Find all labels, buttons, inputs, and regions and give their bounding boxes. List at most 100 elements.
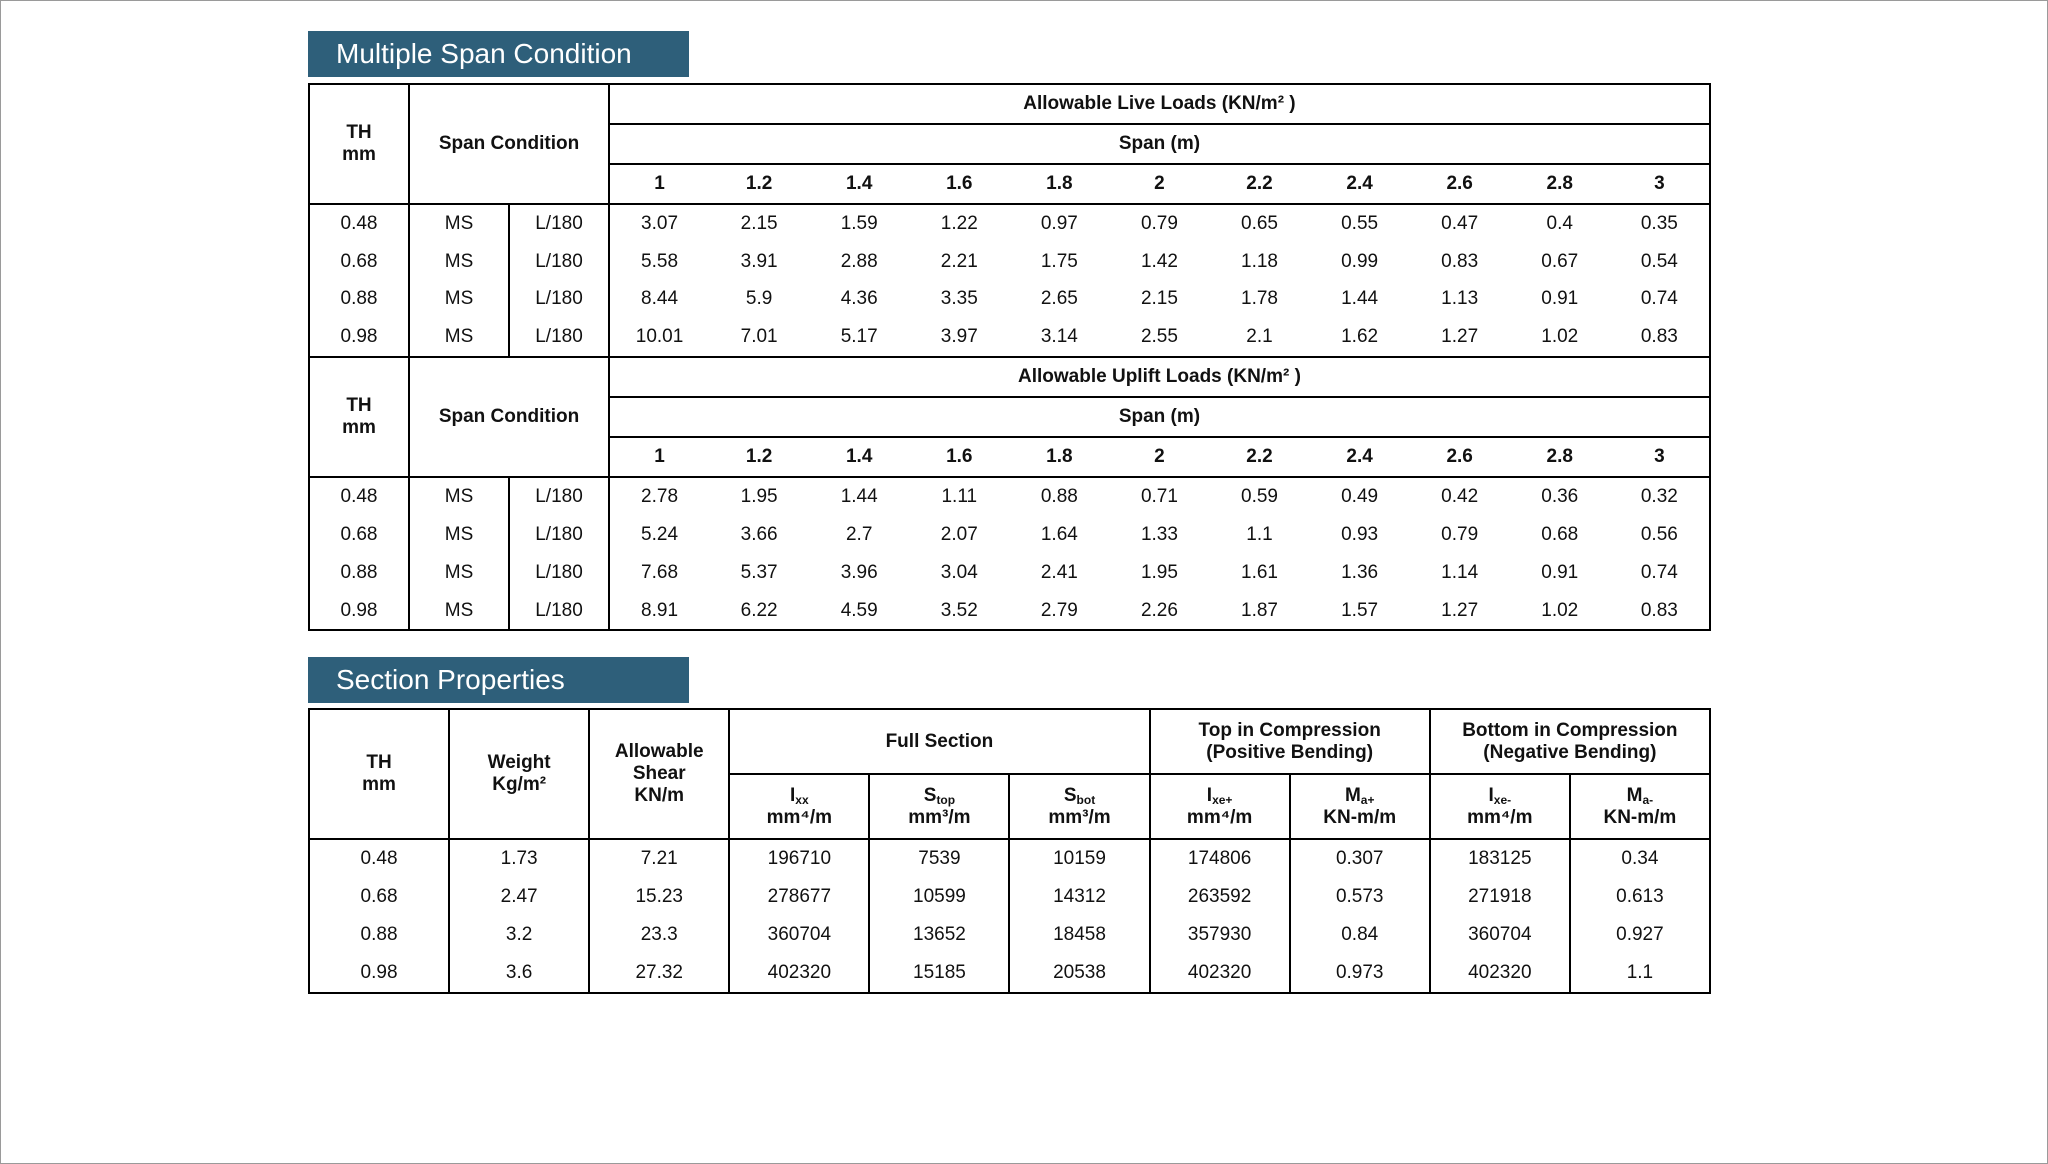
header-row: 1 1.2 1.4 1.6 1.8 2 2.2 2.4 2.6 2.8 3 (309, 436, 1710, 478)
span-cell: 2.6 (1409, 162, 1510, 205)
data-cell: 15185 (869, 953, 1011, 993)
data-cell: L/180 (509, 318, 610, 358)
section-title: Multiple Span Condition (308, 31, 689, 77)
data-row: 0.68 MS L/180 5.24 3.66 2.7 2.07 1.64 1.33 1.1 0.9… (309, 515, 1710, 554)
data-cell: 1.36 (1341, 561, 1379, 583)
data-cell: 1.27 (1441, 599, 1479, 621)
unit: mm³/m (1048, 806, 1111, 828)
span-cell: 1.6 (909, 436, 1010, 478)
data-cell: 0.55 (1341, 212, 1379, 234)
symbol: I (1206, 784, 1213, 806)
data-cell: 1.42 (1140, 250, 1178, 272)
data-cell: 5.24 (641, 523, 679, 545)
data-cell: 0.35 (1640, 212, 1678, 234)
data-cell: 0.68 (309, 515, 410, 554)
data-row: 0.48 1.73 7.21 196710 7539 10159 174806 0.307 18… (309, 839, 1711, 878)
data-cell: 1.14 (1441, 561, 1479, 583)
data-row: 0.68 2.47 15.23 278677 10599 14312 263592 0.573… (309, 877, 1711, 916)
span-cell: 1 (609, 436, 710, 478)
header-cell: TH mm (307, 708, 451, 840)
data-cell: 2.07 (940, 523, 978, 545)
span-cell: 2.8 (1509, 436, 1610, 478)
data-cell: MS (409, 591, 510, 631)
data-cell: 7.68 (641, 561, 679, 583)
data-cell: 6.22 (740, 599, 778, 621)
data-cell: 0.83 (1441, 250, 1479, 272)
data-cell: 1.02 (1541, 599, 1579, 621)
data-cell: 4.36 (840, 288, 878, 310)
data-cell: 2.26 (1140, 599, 1178, 621)
data-cell: 1.64 (1040, 523, 1078, 545)
subscript: top (936, 792, 956, 807)
data-cell: 0.88 (1040, 485, 1078, 507)
data-cell: 2.21 (940, 250, 978, 272)
header-cell: Allowable Uplift Loads (KN/m² ) (608, 356, 1711, 399)
header-row: TH mm Weight Kg/m² Allowable Shear KN/m Ful… (307, 708, 1711, 840)
data-cell: 3.96 (840, 561, 878, 583)
data-cell: 0.65 (1241, 212, 1278, 234)
data-row: 0.98 MS L/180 8.91 6.22 4.59 3.52 2.79 2.26 1.87 1… (309, 591, 1710, 631)
data-cell: 183125 (1429, 839, 1571, 878)
data-cell: 2.15 (1140, 288, 1178, 310)
data-cell: 15.23 (589, 877, 731, 916)
header-cell: Full Section (728, 708, 1151, 775)
data-cell: 1.95 (1140, 561, 1178, 583)
data-cell: L/180 (509, 242, 610, 281)
header-cell: Span Condition (408, 356, 610, 478)
data-cell: 7.21 (589, 839, 731, 878)
data-cell: 3.91 (740, 250, 778, 272)
data-cell: 0.98 (309, 318, 410, 358)
data-cell: 1.87 (1241, 599, 1278, 621)
data-cell: 0.91 (1541, 288, 1579, 310)
data-cell: 2.79 (1040, 599, 1078, 621)
span-cell: 1.8 (1009, 162, 1110, 205)
data-cell: 1.75 (1040, 250, 1078, 272)
data-cell: 0.48 (309, 203, 410, 243)
data-row: 0.98 MS L/180 10.01 7.01 5.17 3.97 3.14 2.55 2.1 1… (309, 318, 1710, 358)
data-row: 0.88 MS L/180 7.68 5.37 3.96 3.04 2.41 1.95 1.61 1… (309, 553, 1710, 592)
data-cell: MS (409, 280, 510, 319)
data-cell: 1.11 (941, 485, 978, 507)
data-cell: 1.73 (449, 839, 591, 878)
data-cell: 360704 (1429, 915, 1571, 954)
data-cell: 0.59 (1241, 485, 1278, 507)
data-cell: 1.61 (1241, 561, 1278, 583)
data-cell: MS (409, 553, 510, 592)
data-cell: 1.57 (1341, 599, 1379, 621)
data-cell: 402320 (1149, 953, 1291, 993)
data-row: 0.98 3.6 27.32 402320 15185 20538 402320 0.973 4… (309, 953, 1711, 993)
data-cell: 0.47 (1441, 212, 1479, 234)
data-cell: 0.54 (1640, 250, 1678, 272)
unit: mm⁴/m (766, 806, 832, 828)
span-cell: 2 (1109, 162, 1210, 205)
header-cell: Allowable Live Loads (KN/m² ) (608, 83, 1711, 125)
data-cell: 1.59 (840, 212, 878, 234)
header-cell: Ma- KN-m/m (1568, 773, 1711, 840)
data-cell: 2.41 (1040, 561, 1078, 583)
span-table: TH mm Span Condition Allowable Live Loads … (308, 83, 1711, 632)
data-cell: 2.78 (641, 485, 679, 507)
span-cell: 2.2 (1209, 436, 1310, 478)
data-cell: 278677 (729, 877, 871, 916)
span-cell: 1.2 (709, 162, 810, 205)
data-cell: 10599 (869, 877, 1011, 916)
subscript: bot (1076, 792, 1096, 807)
data-cell: MS (409, 242, 510, 281)
data-cell: 0.88 (309, 915, 451, 954)
data-row: 0.88 MS L/180 8.44 5.9 4.36 3.35 2.65 2.15 1.78 1.… (309, 280, 1710, 319)
symbol: S (923, 784, 937, 806)
data-cell: 3.97 (940, 326, 978, 348)
header-cell: Sbot mm³/m (1008, 773, 1151, 840)
data-cell: L/180 (509, 203, 610, 243)
data-cell: 402320 (729, 953, 871, 993)
data-cell: L/180 (509, 476, 610, 516)
data-row: 0.48 MS L/180 2.78 1.95 1.44 1.11 0.88 0.71 0.59 0… (309, 476, 1710, 516)
data-cell: 0.99 (1341, 250, 1379, 272)
data-cell: MS (409, 203, 510, 243)
data-cell: 2.7 (845, 523, 873, 545)
data-cell: 3.07 (641, 212, 679, 234)
header-cell: Ixx mm⁴/m (728, 773, 871, 840)
data-cell: 5.17 (840, 326, 878, 348)
symbol: S (1063, 784, 1077, 806)
data-cell: 0.88 (309, 553, 410, 592)
